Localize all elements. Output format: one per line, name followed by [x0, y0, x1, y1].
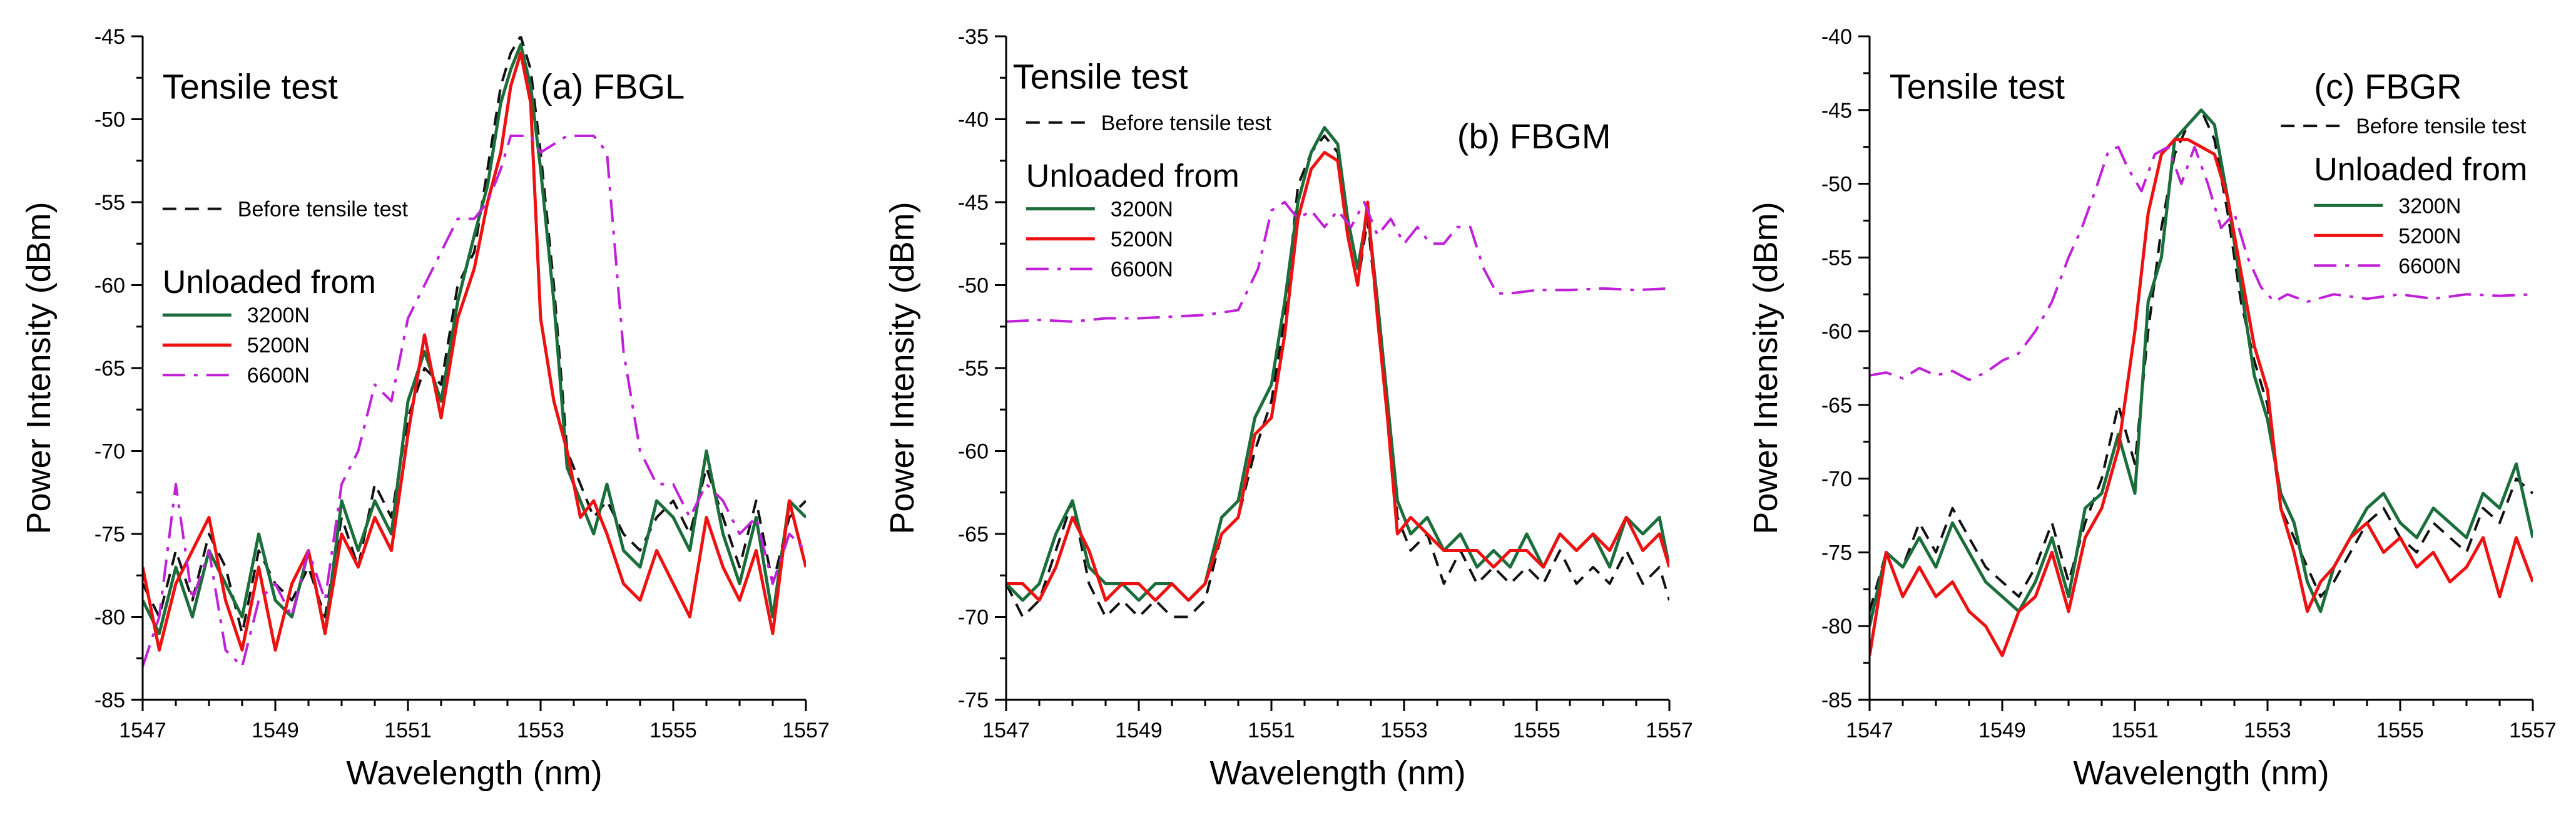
- legend-label-6600n: 6600N: [1111, 258, 1173, 282]
- panel-title: (a) FBGL: [541, 67, 685, 106]
- x-axis-title: Wavelength (nm): [2073, 754, 2329, 792]
- x-tick-label: 1557: [782, 719, 830, 742]
- y-tick-label: -55: [1821, 246, 1852, 270]
- x-tick-label: 1549: [252, 719, 299, 742]
- y-tick-label: -45: [94, 25, 125, 49]
- y-tick-label: -60: [1821, 320, 1852, 344]
- legend-label-5200n: 5200N: [247, 334, 310, 357]
- x-tick-label: 1547: [119, 719, 166, 742]
- legend-label-3200n: 3200N: [2398, 194, 2461, 218]
- y-tick-label: -85: [94, 689, 125, 712]
- y-tick-label: -70: [1821, 468, 1852, 491]
- y-tick-label: -50: [1821, 173, 1852, 197]
- series-line-5200n: [143, 51, 806, 652]
- legend-label-before: Before tensile test: [1101, 111, 1272, 135]
- y-tick-label: -75: [1821, 541, 1852, 565]
- y-tick-label: -55: [958, 357, 989, 381]
- x-axis-title: Wavelength (nm): [346, 754, 602, 792]
- y-tick-label: -80: [1821, 615, 1852, 638]
- y-tick-label: -40: [1821, 25, 1852, 49]
- series-line-3200n: [1006, 126, 1669, 602]
- y-tick-label: -80: [94, 606, 125, 630]
- series-line-3200n: [1870, 108, 2533, 627]
- legend-label-3200n: 3200N: [247, 304, 310, 327]
- y-tick-label: -50: [958, 274, 989, 298]
- x-tick-label: 1551: [2111, 719, 2159, 742]
- x-tick-label: 1553: [517, 719, 564, 742]
- panel-c-fbgr: 1547 1549 1551 1553 1555 1557 -85 -80 -75 -70 -65 -…: [1747, 25, 2557, 792]
- tensile-test-label: Tensile test: [1890, 67, 2065, 106]
- y-tick-label: -35: [958, 25, 989, 49]
- y-tick-label: -50: [94, 108, 125, 132]
- series-line-5200n: [1870, 138, 2533, 657]
- legend-label-6600n: 6600N: [247, 364, 310, 387]
- y-tick-label: -55: [94, 191, 125, 215]
- series-line-before-tensile-test: [1870, 108, 2533, 612]
- panel-title: (c) FBGR: [2314, 67, 2461, 106]
- panel-title: (b) FBGM: [1457, 116, 1611, 156]
- y-tick-label: -65: [94, 357, 125, 381]
- series-line-3200n: [143, 43, 806, 635]
- panel-b-fbgm: 1547 1549 1551 1553 1555 1557 -75 -70 -65 -60 -55 -…: [883, 25, 1693, 792]
- x-tick-label: 1557: [1646, 719, 1693, 742]
- series-line-5200n: [1006, 151, 1669, 602]
- series-line-6600n: [143, 135, 806, 668]
- x-tick-label: 1555: [1513, 719, 1560, 742]
- legend-label-before: Before tensile test: [2356, 115, 2527, 138]
- x-tick-label: 1551: [1248, 719, 1295, 742]
- legend-label-5200n: 5200N: [2398, 224, 2461, 248]
- tensile-test-label: Tensile test: [1013, 57, 1189, 96]
- y-tick-label: -75: [958, 689, 989, 712]
- x-tick-label: 1553: [1380, 719, 1428, 742]
- x-tick-label: 1555: [2376, 719, 2424, 742]
- x-tick-label: 1551: [384, 719, 432, 742]
- y-tick-label: -40: [958, 108, 989, 132]
- y-tick-label: -85: [1821, 689, 1852, 712]
- y-tick-label: -45: [1821, 99, 1852, 123]
- y-tick-label: -60: [94, 274, 125, 298]
- series-line-before-tensile-test: [143, 36, 806, 635]
- x-tick-label: 1547: [982, 719, 1030, 742]
- y-axis-title: Power Intensity (dBm): [20, 202, 58, 534]
- y-tick-label: -65: [1821, 394, 1852, 418]
- y-tick-label: -60: [958, 440, 989, 464]
- legend-heading: Unloaded from: [2314, 151, 2527, 188]
- legend-label-6600n: 6600N: [2398, 254, 2461, 278]
- x-axis-title: Wavelength (nm): [1209, 754, 1465, 792]
- legend-label-5200n: 5200N: [1111, 228, 1173, 252]
- x-tick-label: 1549: [1115, 719, 1163, 742]
- y-tick-label: -70: [958, 606, 989, 630]
- x-tick-label: 1553: [2244, 719, 2291, 742]
- series-line-6600n: [1870, 145, 2533, 381]
- y-axis-title: Power Intensity (dBm): [883, 202, 921, 534]
- y-tick-label: -65: [958, 523, 989, 546]
- legend-label-before: Before tensile test: [238, 198, 409, 222]
- y-tick-label: -45: [958, 191, 989, 215]
- y-tick-label: -75: [94, 523, 125, 546]
- x-tick-label: 1547: [1846, 719, 1893, 742]
- x-tick-label: 1549: [1978, 719, 2026, 742]
- tensile-test-label: Tensile test: [163, 67, 339, 106]
- x-tick-label: 1557: [2509, 719, 2557, 742]
- legend-heading: Unloaded from: [1026, 158, 1240, 195]
- panel-a-fbgl: 1547 1549 1551 1553 1555 1557 -85 -80 -75 -70 -65 -…: [20, 25, 830, 792]
- series-line-before-tensile-test: [1006, 135, 1669, 618]
- y-axis-title: Power Intensity (dBm): [1747, 202, 1784, 534]
- series-line-6600n: [1006, 201, 1669, 323]
- y-tick-label: -70: [94, 440, 125, 464]
- legend-heading: Unloaded from: [163, 264, 376, 300]
- x-tick-label: 1555: [649, 719, 697, 742]
- legend-label-3200n: 3200N: [1111, 198, 1173, 222]
